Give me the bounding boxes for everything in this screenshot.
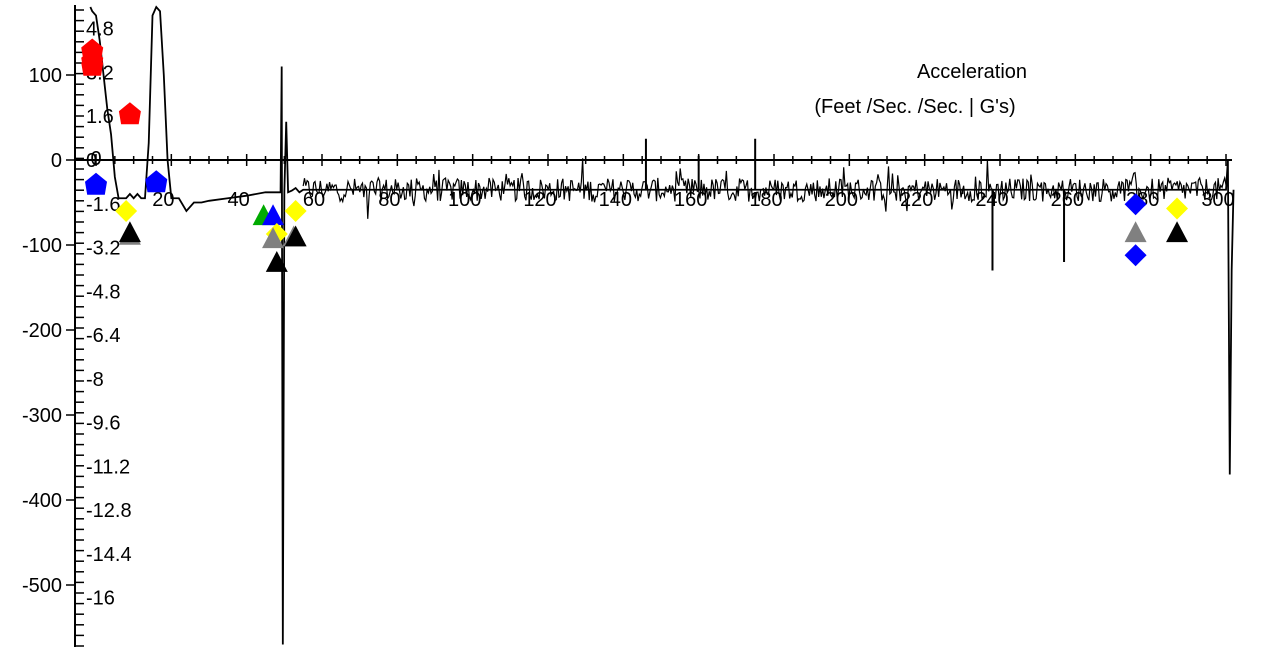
y-tick-label: -200 xyxy=(22,320,62,342)
markers-layer xyxy=(81,38,1189,272)
x-tick-label: 240 xyxy=(975,189,1008,211)
x-tick-label: 60 xyxy=(303,189,325,211)
x-tick-label: 120 xyxy=(523,189,556,211)
g-tick-label: -9.6 xyxy=(86,413,120,435)
x-tick-label: 80 xyxy=(378,189,400,211)
g-tick-label: -8 xyxy=(86,369,104,391)
g-tick-label: -11.2 xyxy=(86,456,130,478)
diamond-marker xyxy=(115,200,138,222)
x-tick-label: 20 xyxy=(152,189,174,211)
y-tick-label: 0 xyxy=(51,150,62,172)
x-tick-label: 0 xyxy=(90,148,101,170)
triangle-marker xyxy=(284,225,307,247)
y-tick-label: 100 xyxy=(29,65,62,87)
y-tick-label: -400 xyxy=(22,490,62,512)
series-layer xyxy=(89,5,1235,645)
g-tick-label: -6.4 xyxy=(86,325,120,347)
triangle-marker xyxy=(262,227,285,249)
g-tick-label: -3.2 xyxy=(86,238,120,260)
pentagon-marker xyxy=(118,102,141,125)
diamond-marker xyxy=(1124,193,1147,216)
chart-subtitle: (Feet /Sec. /Sec. | G's) xyxy=(814,96,1015,118)
y-tick-label: -100 xyxy=(22,235,62,257)
x-tick-label: 180 xyxy=(749,189,782,211)
x-tick-label: 160 xyxy=(674,189,707,211)
x-tick-label: 200 xyxy=(825,189,858,211)
g-tick-label: 1.6 xyxy=(86,106,114,128)
triangle-marker xyxy=(265,251,288,272)
pentagon-marker xyxy=(81,53,104,76)
diamond-marker xyxy=(1124,244,1147,267)
triangle-marker xyxy=(262,204,285,226)
y-tick-label: -300 xyxy=(22,405,62,427)
x-tick-label: 140 xyxy=(599,189,632,211)
x-tick-label: 300 xyxy=(1201,189,1234,211)
g-tick-label: 4.8 xyxy=(86,19,114,41)
g-tick-label: -1.6 xyxy=(86,194,120,216)
x-tick-label: 220 xyxy=(900,189,933,211)
x-tick-label: 100 xyxy=(448,189,481,211)
g-tick-label: 0 xyxy=(86,150,97,172)
pentagon-marker xyxy=(145,170,168,193)
y-tick-label: -500 xyxy=(22,575,62,597)
g-tick-label: -4.8 xyxy=(86,281,120,303)
g-tick-label: -14.4 xyxy=(86,544,132,566)
triangle-marker xyxy=(1124,221,1147,243)
axes-layer xyxy=(74,5,1232,647)
diamond-marker xyxy=(1166,197,1189,220)
pentagon-marker xyxy=(85,172,107,195)
ticks-layer: 1000-100-200-300-400-5004.83.21.60-1.6-3… xyxy=(22,9,1235,647)
x-tick-label: 260 xyxy=(1051,189,1084,211)
x-tick-label: 40 xyxy=(228,189,250,211)
series-line xyxy=(89,5,1235,645)
triangle-marker xyxy=(1166,221,1189,243)
chart-title: Acceleration xyxy=(917,61,1027,83)
g-tick-label: -16 xyxy=(86,588,115,610)
triangle-marker xyxy=(118,221,141,243)
diamond-marker xyxy=(284,200,307,222)
g-tick-label: -12.8 xyxy=(86,500,132,522)
